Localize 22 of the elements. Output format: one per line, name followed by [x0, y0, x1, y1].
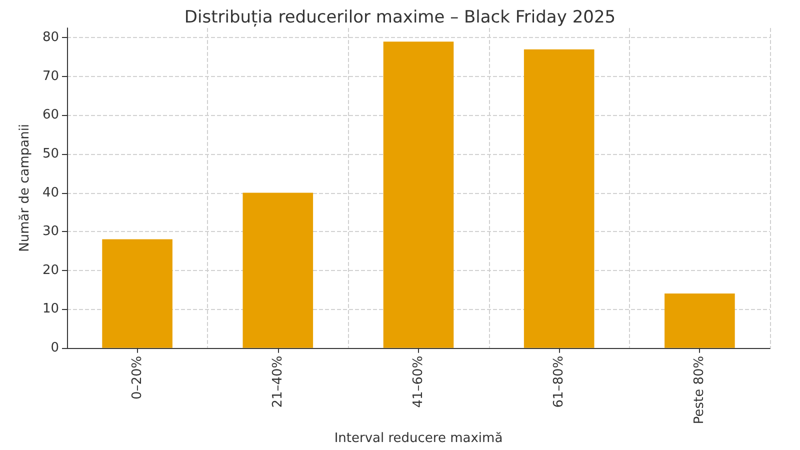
- x-tick-label: Peste 80%: [692, 356, 708, 424]
- y-tick-label: 30: [42, 224, 59, 240]
- y-tick-label: 50: [42, 146, 59, 162]
- x-tick-label: 41–60%: [411, 356, 426, 408]
- bar: [383, 42, 454, 348]
- bar: [242, 192, 314, 348]
- bar: [102, 239, 172, 348]
- bar: [524, 49, 594, 348]
- y-tick-label: 10: [42, 302, 59, 317]
- y-tick-label: 40: [42, 185, 59, 200]
- x-tick-label: 21–40%: [270, 356, 286, 408]
- y-tick-label: 60: [42, 108, 59, 123]
- bar: [664, 294, 735, 348]
- x-tick-label: 61–80%: [552, 356, 567, 408]
- x-axis-title: Interval reducere maximă: [334, 431, 503, 446]
- x-tick-label: 0–20%: [130, 356, 145, 400]
- y-tick-label: 70: [42, 68, 59, 84]
- y-tick-label: 0: [50, 340, 59, 356]
- y-axis-title: Număr de campanii: [18, 124, 33, 252]
- y-tick-label: 20: [42, 262, 59, 278]
- y-tick-label: 80: [42, 30, 59, 46]
- chart-title: Distribuția reducerilor maxime – Black Friday 2025: [184, 8, 616, 28]
